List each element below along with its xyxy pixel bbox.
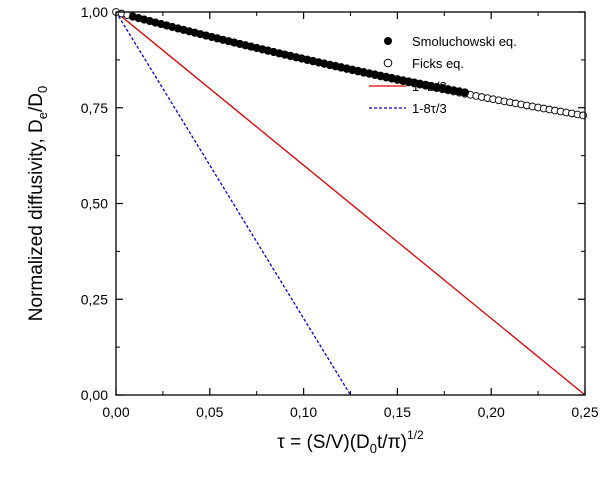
- x-tick-label: 0,05: [196, 404, 223, 420]
- y-tick-label: 0,00: [81, 387, 108, 403]
- y-axis-title-slash: /D: [26, 93, 47, 112]
- y-tick-label: 1,00: [81, 4, 108, 20]
- plot-layer: [112, 8, 587, 396]
- x-tick-label: 0,25: [571, 404, 598, 420]
- legend-marker-ficks: [383, 58, 393, 68]
- series-line-linear8: [115, 11, 352, 396]
- x-axis-title-rest: t/π): [377, 432, 407, 453]
- y-tick-label: 0,25: [81, 291, 108, 307]
- y-tick-label: 0,75: [81, 100, 108, 116]
- y-axis-title: Normalized diffusivity, De/D0: [26, 86, 50, 322]
- data-point-smoluchowski: [460, 88, 469, 97]
- x-tick-label: 0,10: [290, 404, 317, 420]
- legend-label-linear4: 1-4τ/3: [412, 79, 447, 94]
- y-axis-title-sub1: e: [35, 112, 50, 119]
- legend-label-ficks: Ficks eq.: [412, 56, 464, 71]
- legend-marker-smoluchowski: [384, 37, 392, 45]
- x-axis-title-sub: 0: [370, 441, 377, 456]
- legend-label-smoluchowski: Smoluchowski eq.: [412, 34, 517, 49]
- legend-label-linear8: 1-8τ/3: [412, 101, 447, 116]
- x-tick-label: 0,00: [102, 404, 129, 420]
- tick-labels-layer: 0,00 0,05 0,10 0,15 0,20 0,25 0,00 0,25 0,50 0,75…: [81, 4, 599, 420]
- series-line-linear4: [115, 11, 586, 396]
- x-tick-label: 0,15: [384, 404, 411, 420]
- legend: Smoluchowski eq. Ficks eq. 1-4τ/3 1-8τ/3: [369, 34, 517, 116]
- ticks-layer: [115, 11, 586, 396]
- x-tick-label: 0,20: [478, 404, 505, 420]
- x-axis-title-sup: 1/2: [407, 428, 424, 442]
- y-tick-label: 0,50: [81, 196, 108, 212]
- y-axis-title-main: Normalized diffusivity, D: [26, 119, 47, 321]
- y-axis-title-sub2: 0: [35, 86, 50, 93]
- x-axis-title: τ = (S/V)(D0t/π)1/2: [277, 428, 424, 456]
- x-axis-title-main: τ = (S/V)(D: [277, 432, 370, 453]
